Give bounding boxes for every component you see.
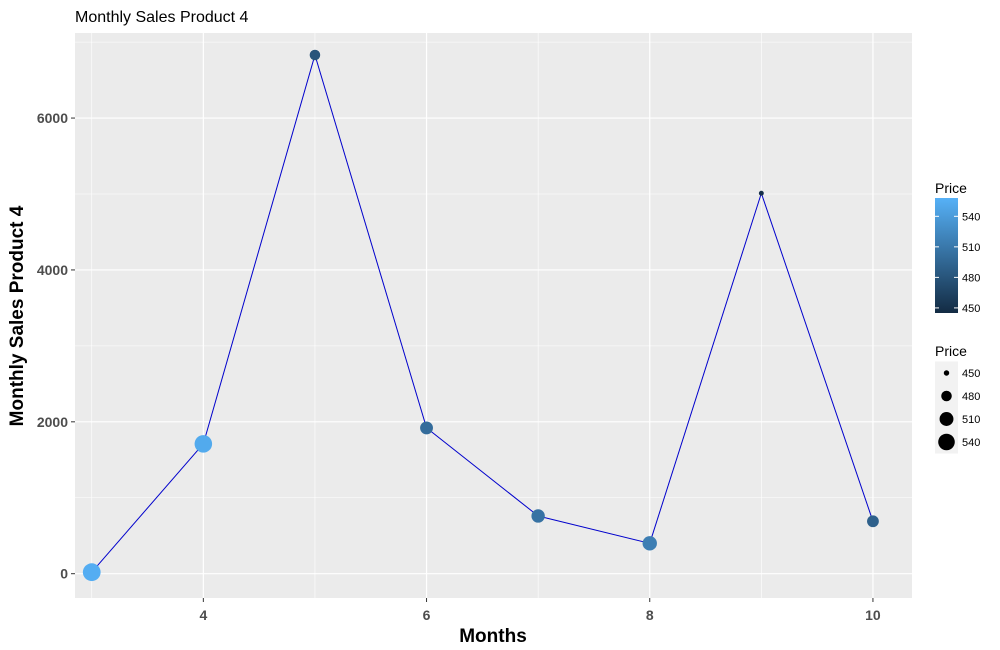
data-points — [82, 49, 879, 582]
x-tick-label: 4 — [199, 607, 207, 623]
color-legend-label: 480 — [962, 272, 980, 284]
line-segment — [314, 54, 428, 429]
size-legend-dot — [939, 412, 954, 426]
size-legend-dot — [938, 433, 955, 451]
line-segment — [538, 515, 650, 544]
size-legend-title: Price — [935, 343, 967, 359]
color-legend-label: 510 — [962, 242, 980, 254]
data-point — [194, 435, 213, 453]
size-legend-label: 480 — [962, 391, 980, 403]
line-segment — [760, 193, 874, 522]
y-axis-ticks: 0 2000 4000 6000 — [37, 110, 75, 582]
data-point — [758, 190, 764, 196]
grid-lines — [75, 33, 912, 598]
y-tick-label: 0 — [60, 566, 68, 582]
y-tick-label: 6000 — [37, 110, 68, 126]
size-legend-label: 450 — [962, 368, 980, 380]
color-legend-bar — [935, 198, 958, 313]
chart-title: Monthly Sales Product 4 — [75, 9, 249, 26]
y-tick-label: 4000 — [37, 262, 68, 278]
size-legend-label: 540 — [962, 437, 980, 449]
x-tick-label: 8 — [646, 607, 654, 623]
data-point — [642, 536, 657, 551]
data-point — [531, 509, 545, 523]
color-legend-label: 540 — [962, 211, 980, 223]
size-legend: Price 450 480 510 540 — [935, 343, 980, 454]
line-segment — [91, 443, 204, 573]
x-tick-label: 6 — [423, 607, 431, 623]
data-point — [82, 563, 101, 582]
size-legend-dot — [943, 370, 950, 376]
color-legend-title: Price — [935, 180, 967, 196]
size-legend-label: 510 — [962, 414, 980, 426]
data-point — [420, 421, 433, 435]
line-segment — [426, 427, 539, 517]
x-axis-title: Months — [459, 626, 527, 647]
y-tick-label: 2000 — [37, 414, 68, 430]
series-line — [91, 54, 874, 573]
plot-panel — [75, 33, 912, 598]
x-tick-label: 10 — [865, 607, 881, 623]
line-segment — [202, 54, 316, 444]
color-legend: Price 450 480 510 540 — [935, 180, 980, 315]
size-legend-dot — [941, 390, 952, 402]
data-point — [867, 515, 879, 528]
data-point — [309, 49, 321, 61]
color-legend-label: 450 — [962, 303, 980, 315]
line-segment — [649, 193, 762, 544]
y-axis-title: Monthly Sales Product 4 — [7, 205, 28, 426]
x-axis-ticks: 4 6 8 10 — [199, 598, 881, 623]
